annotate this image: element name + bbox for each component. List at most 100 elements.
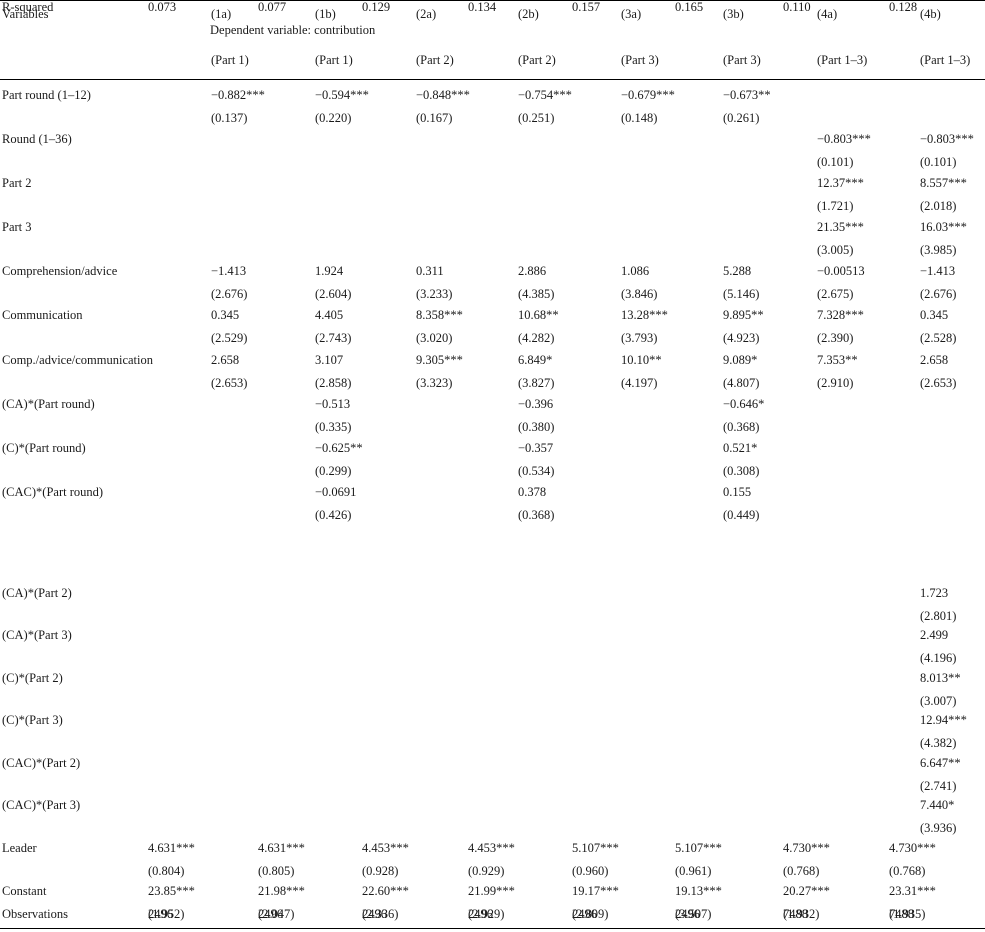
coefficient-cell: 4.453*** [468, 841, 515, 855]
coefficient-cell: 0.129 [362, 0, 391, 14]
row-label: (CA)*(Part 3) [2, 628, 72, 642]
coefficient-cell: 7488 [783, 907, 808, 921]
coefficient-cell: −0.803*** [920, 132, 974, 146]
column-part: (Part 3) [621, 53, 659, 67]
column-part: (Part 2) [416, 53, 454, 67]
coefficient-cell: 5.288 [723, 264, 752, 278]
coefficient-cell: 21.98*** [258, 884, 305, 898]
coefficient-cell: 0.073 [148, 0, 177, 14]
std-error-cell: (2.675) [817, 287, 854, 301]
coefficient-cell: 16.03*** [920, 220, 967, 234]
std-error-cell: (3.846) [621, 287, 658, 301]
coefficient-cell: 20.27*** [783, 884, 830, 898]
row-label: Part 3 [2, 220, 32, 234]
coefficient-cell: 23.31*** [889, 884, 936, 898]
std-error-cell: (2.336) [362, 907, 399, 921]
coefficient-cell: 0.157 [572, 0, 601, 14]
std-error-cell: (0.101) [817, 155, 854, 169]
std-error-cell: (0.768) [889, 864, 926, 878]
coefficient-cell: 0.345 [920, 308, 949, 322]
coefficient-cell: 7.440* [920, 798, 955, 812]
coefficient-cell: −0.357 [518, 441, 554, 455]
coefficient-cell: 7.353** [817, 353, 858, 367]
coefficient-cell: 10.10** [621, 353, 662, 367]
coefficient-cell: −0.679*** [621, 88, 675, 102]
coefficient-cell: 0.378 [518, 485, 547, 499]
coefficient-cell: 12.94*** [920, 713, 967, 727]
coefficient-cell: −0.396 [518, 397, 554, 411]
coefficient-cell: 4.405 [315, 308, 344, 322]
column-code: (1b) [315, 7, 336, 21]
coefficient-cell: 3.107 [315, 353, 344, 367]
bottom-rule [0, 928, 985, 929]
coefficient-cell: −1.413 [920, 264, 956, 278]
coefficient-cell: 8.013** [920, 671, 961, 685]
row-label: Comp./advice/communication [2, 353, 154, 367]
coefficient-cell: 5.107*** [572, 841, 619, 855]
std-error-cell: (2.529) [211, 331, 248, 345]
coefficient-cell: −0.00513 [817, 264, 865, 278]
std-error-cell: (2.676) [920, 287, 957, 301]
coefficient-cell: 19.13*** [675, 884, 722, 898]
dependent-variable-label: Dependent variable: contribution [210, 23, 376, 37]
coefficient-cell: 0.521* [723, 441, 758, 455]
std-error-cell: (0.167) [416, 111, 453, 125]
std-error-cell: (0.148) [621, 111, 658, 125]
std-error-cell: (2.604) [315, 287, 352, 301]
std-error-cell: (2.801) [920, 609, 957, 623]
std-error-cell: (2.047) [258, 907, 295, 921]
row-label: Part round (1–12) [2, 88, 91, 102]
row-label: (CA)*(Part round) [2, 397, 95, 411]
coefficient-cell: 10.68** [518, 308, 559, 322]
std-error-cell: (0.928) [362, 864, 399, 878]
coefficient-cell: 7.328*** [817, 308, 864, 322]
column-code: (1a) [211, 7, 232, 21]
coefficient-cell: 1.086 [621, 264, 650, 278]
std-error-cell: (0.534) [518, 464, 555, 478]
std-error-cell: (0.368) [723, 420, 760, 434]
coefficient-cell: 4.631*** [148, 841, 195, 855]
coefficient-cell: 2.886 [518, 264, 547, 278]
std-error-cell: (0.335) [315, 420, 352, 434]
row-label: Observations [2, 907, 68, 921]
std-error-cell: (0.308) [723, 464, 760, 478]
std-error-cell: (3.323) [416, 376, 453, 390]
std-error-cell: (0.929) [468, 864, 505, 878]
std-error-cell: (1.932) [783, 907, 820, 921]
column-part: (Part 1–3) [817, 53, 868, 67]
std-error-cell: (4.923) [723, 331, 760, 345]
coefficient-cell: 7488 [889, 907, 914, 921]
header-rule [0, 79, 985, 80]
coefficient-cell: 4.730*** [889, 841, 936, 855]
coefficient-cell: −0.513 [315, 397, 351, 411]
std-error-cell: (4.282) [518, 331, 555, 345]
std-error-cell: (1.721) [817, 199, 854, 213]
coefficient-cell: −0.673** [723, 88, 771, 102]
column-code: (4a) [817, 7, 838, 21]
std-error-cell: (0.960) [572, 864, 609, 878]
row-label: (CAC)*(Part 2) [2, 756, 81, 770]
column-part: (Part 1) [211, 53, 249, 67]
std-error-cell: (0.426) [315, 508, 352, 522]
std-error-cell: (0.380) [518, 420, 555, 434]
variables-header: Variables [2, 7, 49, 21]
coefficient-cell: −0.754*** [518, 88, 572, 102]
coefficient-cell: 0.345 [211, 308, 240, 322]
std-error-cell: (2.858) [315, 376, 352, 390]
std-error-cell: (0.261) [723, 111, 760, 125]
coefficient-cell: −1.413 [211, 264, 247, 278]
row-label: (C)*(Part round) [2, 441, 86, 455]
coefficient-cell: 12.37*** [817, 176, 864, 190]
std-error-cell: (4.385) [518, 287, 555, 301]
coefficient-cell: 6.647** [920, 756, 961, 770]
column-code: (2b) [518, 7, 539, 21]
coefficient-cell: 1.723 [920, 586, 949, 600]
coefficient-cell: 2496 [362, 907, 387, 921]
row-label: R-squared [2, 0, 54, 14]
coefficient-cell: 0.155 [723, 485, 752, 499]
std-error-cell: (2.743) [315, 331, 352, 345]
std-error-cell: (2.929) [468, 907, 505, 921]
row-label: Communication [2, 308, 83, 322]
coefficient-cell: 8.358*** [416, 308, 463, 322]
coefficient-cell: 1.924 [315, 264, 344, 278]
